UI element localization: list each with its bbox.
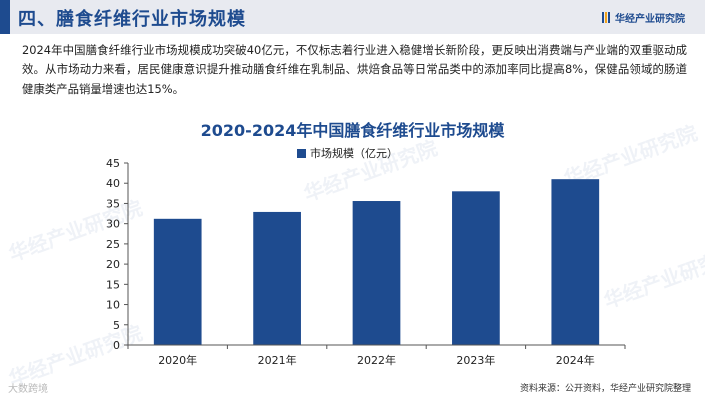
header-accent-bar bbox=[0, 0, 10, 34]
brand-name: 华经产业研究院 bbox=[615, 14, 685, 25]
y-tick-label: 30 bbox=[106, 218, 120, 231]
bar-2024年 bbox=[551, 179, 600, 345]
page-title: 四、膳食纤维行业市场规模 bbox=[18, 9, 246, 30]
body-paragraph: 2024年中国膳食纤维行业市场规模成功突破40亿元，不仅标志着行业进入稳健增长新… bbox=[22, 43, 687, 96]
x-tick-label: 2024年 bbox=[556, 353, 595, 367]
brand-logo-icon bbox=[602, 12, 610, 23]
legend-swatch bbox=[297, 149, 306, 158]
y-tick-label: 0 bbox=[113, 339, 120, 352]
y-tick-label: 25 bbox=[106, 238, 120, 251]
brand: 华经产业研究院 bbox=[602, 10, 685, 25]
chart-title: 2020-2024年中国膳食纤维行业市场规模 bbox=[200, 121, 505, 140]
x-tick-label: 2020年 bbox=[158, 353, 197, 367]
y-tick-label: 35 bbox=[106, 197, 120, 210]
header: 四、膳食纤维行业市场规模 华经产业研究院 bbox=[0, 0, 705, 34]
y-tick-label: 20 bbox=[106, 258, 120, 271]
chart-legend: 市场规模（亿元） bbox=[297, 146, 398, 160]
y-tick-label: 40 bbox=[106, 177, 120, 190]
x-axis: 2020年 2021年 2022年 2023年 2024年 bbox=[127, 344, 626, 367]
bars bbox=[153, 179, 600, 345]
source-note: 资料来源：公开资料，华经产业研究院整理 bbox=[519, 384, 691, 394]
x-tick-label: 2021年 bbox=[258, 353, 297, 367]
bar-2023年 bbox=[452, 191, 500, 345]
y-tick-label: 5 bbox=[113, 319, 120, 332]
y-tick-label: 45 bbox=[106, 157, 120, 170]
bar-2021年 bbox=[253, 211, 301, 345]
bar-2020年 bbox=[153, 218, 202, 345]
bar-2022年 bbox=[352, 201, 401, 345]
x-tick-label: 2022年 bbox=[357, 353, 396, 367]
y-axis: 0 5 10 15 20 25 30 35 40 45 bbox=[106, 157, 129, 352]
y-tick-label: 15 bbox=[106, 278, 120, 291]
y-tick-label: 10 bbox=[106, 299, 120, 312]
footer-logo: 大数跨境 bbox=[8, 384, 48, 395]
x-tick-label: 2023年 bbox=[456, 353, 495, 367]
legend-label: 市场规模（亿元） bbox=[310, 146, 398, 160]
